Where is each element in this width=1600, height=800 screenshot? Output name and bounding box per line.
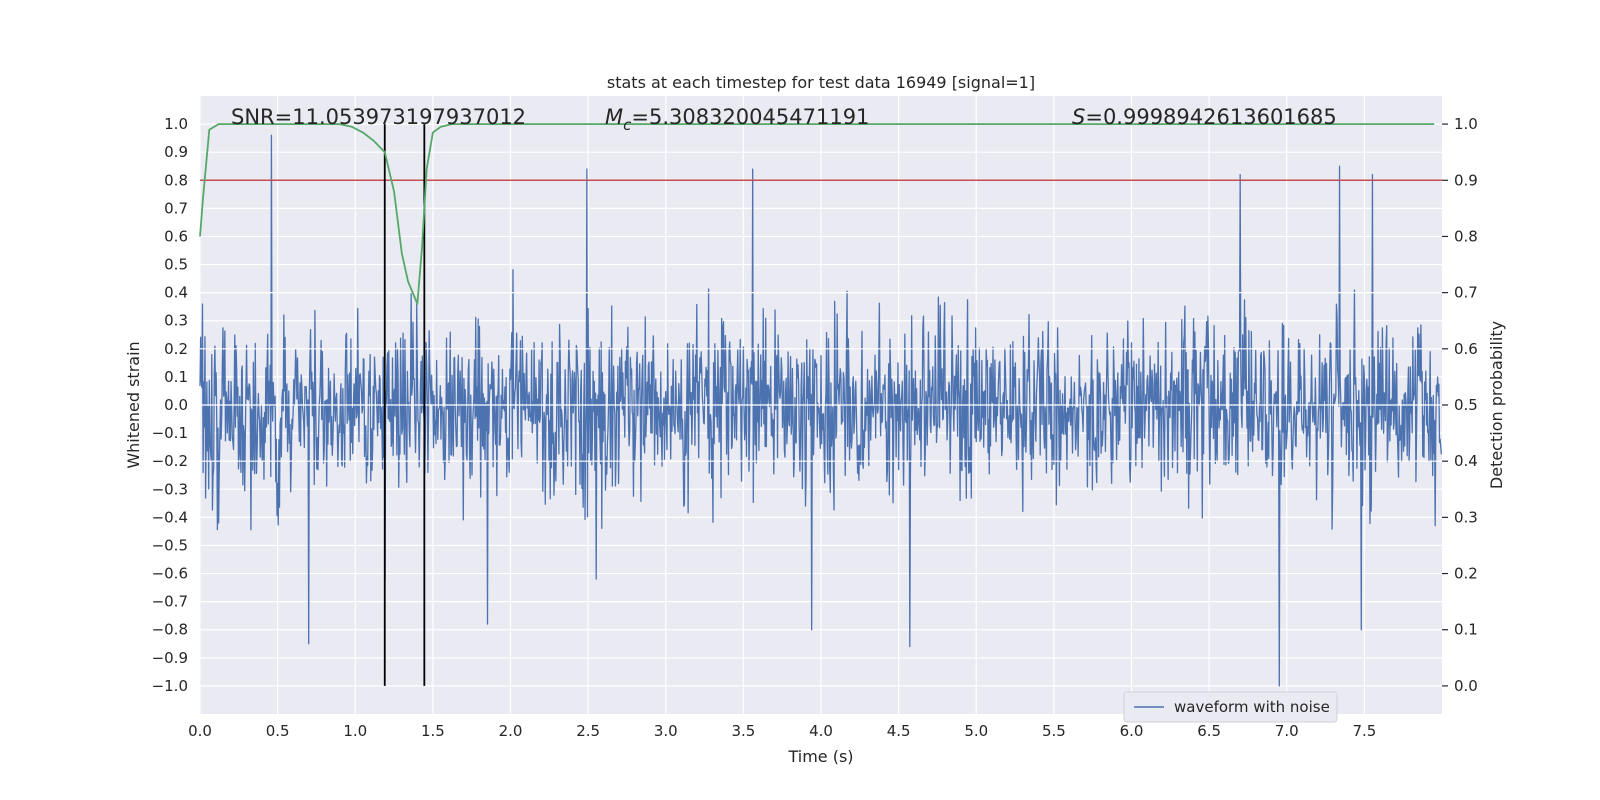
x-tick-label: 3.5 [731, 722, 755, 740]
y2-tick-label: 0.8 [1454, 227, 1478, 245]
x-tick-label: 5.5 [1042, 722, 1066, 740]
x-tick-label: 1.0 [343, 722, 367, 740]
chirp-mass-value: =5.308320045471191 [631, 105, 869, 129]
y-tick-label: 0.3 [164, 312, 188, 330]
legend-waveform-label: waveform with noise [1174, 698, 1330, 716]
chart-title: stats at each timestep for test data 169… [607, 73, 1035, 92]
y2-axis-label: Detection probability [1487, 321, 1506, 489]
y-tick-label: 0.1 [164, 368, 188, 386]
x-tick-label: 7.0 [1275, 722, 1299, 740]
y2-tick-label: 0.9 [1454, 171, 1478, 189]
waveform-line [199, 134, 1443, 687]
y2-tick-label: 0.7 [1454, 284, 1478, 302]
x-tick-label: 2.5 [576, 722, 600, 740]
score-value: =0.9998942613601685 [1085, 105, 1336, 129]
y-tick-label: 0.8 [164, 171, 188, 189]
y-tick-label: −0.5 [152, 536, 188, 554]
x-tick-label: 2.0 [499, 722, 523, 740]
legend-box [1123, 691, 1338, 723]
probability-line [199, 123, 1435, 305]
y-axis-label: Whitened strain [124, 341, 143, 468]
y-tick-label: −0.4 [152, 508, 188, 526]
x-tick-label: 6.5 [1197, 722, 1221, 740]
y2-tick-label: 0.5 [1454, 396, 1478, 414]
legend: waveform with noise [1123, 691, 1338, 723]
y-tick-label: 0.6 [164, 227, 188, 245]
y-tick-label: −0.7 [152, 593, 188, 611]
x-tick-label: 3.0 [654, 722, 678, 740]
y-tick-label: 1.0 [164, 115, 188, 133]
y2-tick-label: 0.4 [1454, 452, 1478, 470]
y-tick-label: −0.6 [152, 565, 188, 583]
y2-tick-label: 0.1 [1454, 621, 1478, 639]
y2-tick-label: 0.3 [1454, 508, 1478, 526]
chirp-mass-symbol: M [605, 105, 623, 129]
y-tick-label: 0.0 [164, 396, 188, 414]
x-tick-label: 5.0 [964, 722, 988, 740]
x-tick-label: 4.0 [809, 722, 833, 740]
score-symbol: S [1072, 105, 1085, 129]
overlays [199, 123, 1442, 686]
y2-tick-label: 0.6 [1454, 340, 1478, 358]
y2-tick-label: 0.2 [1454, 565, 1478, 583]
y-tick-label: 0.9 [164, 143, 188, 161]
ticks: 0.0 0.5 1.0 1.5 2.0 2.5 3.0 3.5 4.0 4.5 5.0 5.5 6.0 6… [152, 115, 1478, 740]
y-tick-label: 0.4 [164, 284, 188, 302]
chirp-mass-annotation: Mc=5.308320045471191 [605, 105, 869, 134]
y-tick-label: −0.2 [152, 452, 188, 470]
y-tick-label: −1.0 [152, 677, 188, 695]
x-tick-label: 6.0 [1120, 722, 1144, 740]
y-tick-label: 0.7 [164, 199, 188, 217]
y-tick-label: 0.2 [164, 340, 188, 358]
x-tick-label: 0.0 [188, 722, 212, 740]
x-tick-label: 4.5 [887, 722, 911, 740]
y-tick-label: 0.5 [164, 256, 188, 274]
x-axis-label: Time (s) [787, 747, 853, 766]
y-tick-label: −0.1 [152, 424, 188, 442]
y2-tick-label: 1.0 [1454, 115, 1478, 133]
snr-annotation: SNR=11.053973197937012 [231, 105, 526, 129]
score-annotation: S=0.9998942613601685 [1072, 105, 1337, 129]
x-tick-label: 1.5 [421, 722, 445, 740]
y2-tick-label: 0.0 [1454, 677, 1478, 695]
y-tick-label: −0.3 [152, 480, 188, 498]
chirp-mass-subscript: c [623, 116, 632, 134]
x-tick-label: 0.5 [266, 722, 290, 740]
waveform-series [199, 134, 1443, 687]
x-tick-label: 7.5 [1352, 722, 1376, 740]
y-tick-label: −0.9 [152, 649, 188, 667]
y-tick-label: −0.8 [152, 621, 188, 639]
